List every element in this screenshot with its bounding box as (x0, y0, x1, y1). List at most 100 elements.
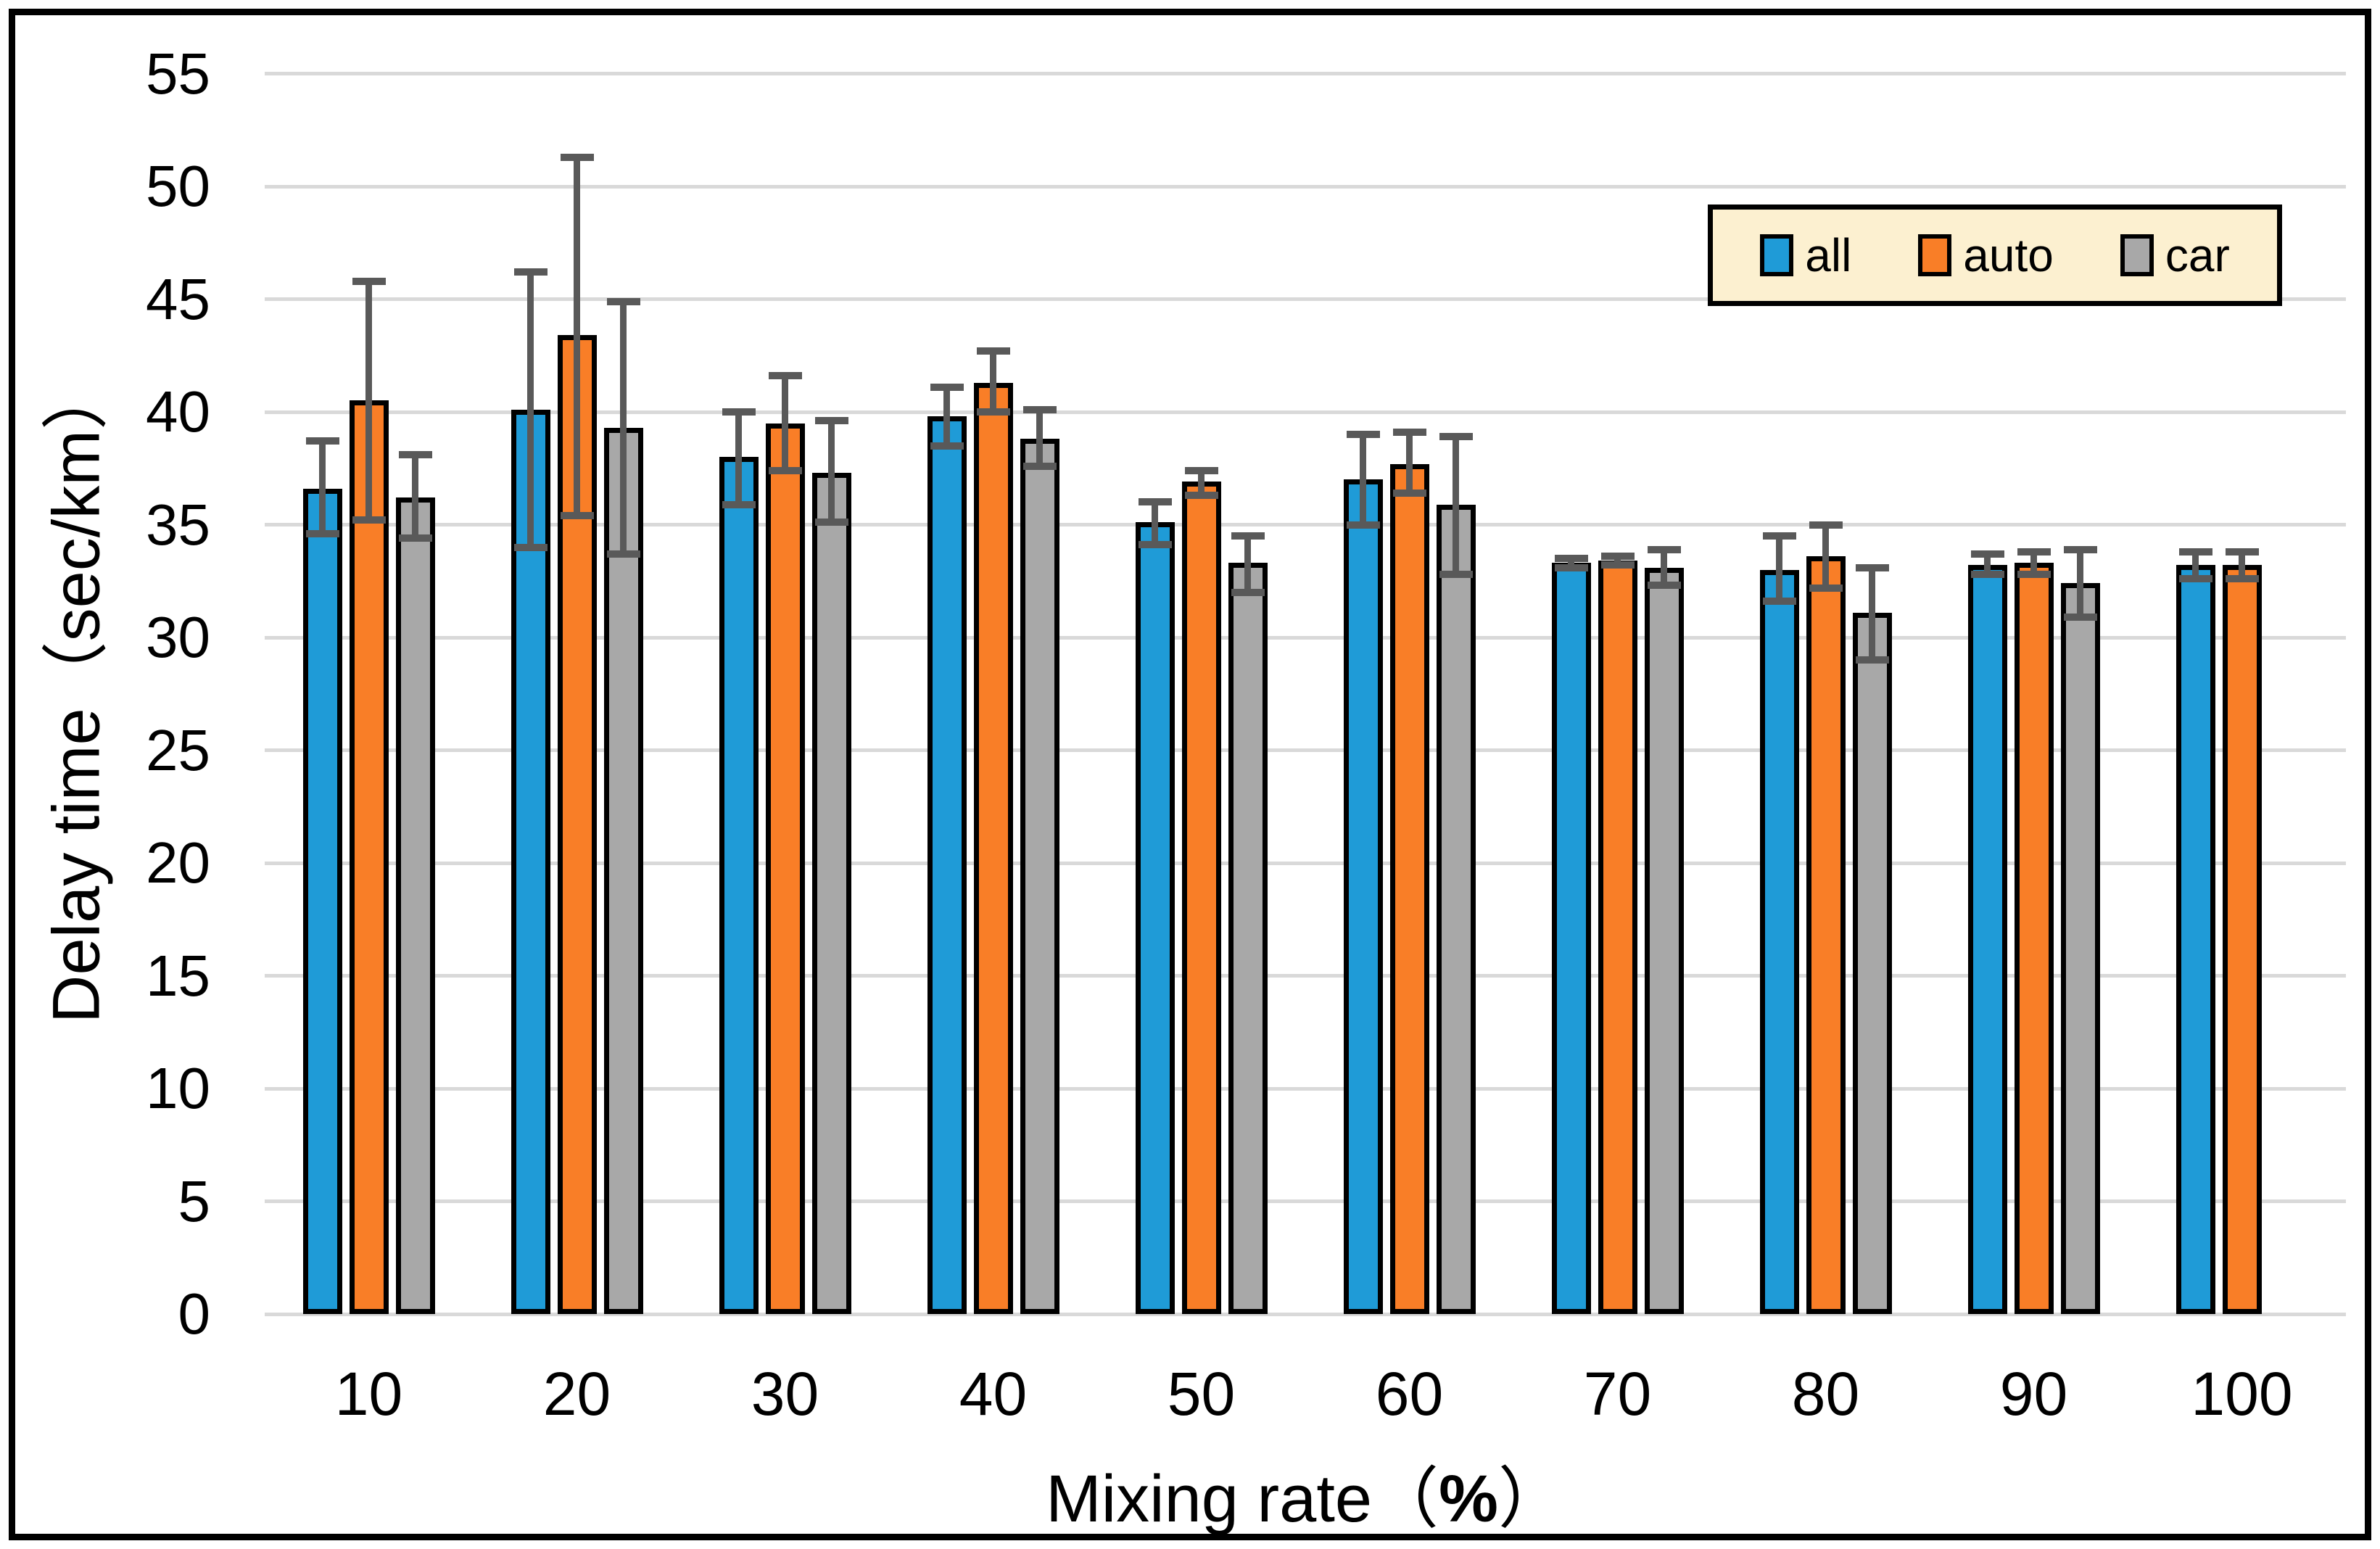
gridline-y-35 (265, 523, 2346, 526)
error-cap-bottom-all-100 (2178, 575, 2212, 583)
legend-label-all: all (1805, 229, 1852, 281)
error-bar-car-50 (1244, 536, 1251, 592)
error-cap-bottom-auto-60 (1392, 489, 1426, 497)
legend-swatch-car (2120, 234, 2154, 276)
error-cap-top-auto-100 (2225, 548, 2259, 555)
error-cap-bottom-auto-100 (2225, 575, 2259, 583)
error-cap-top-all-20 (513, 268, 548, 276)
error-cap-bottom-car-60 (1439, 570, 1473, 578)
error-bar-all-100 (2192, 551, 2199, 579)
error-cap-top-all-80 (1762, 532, 1796, 540)
error-bar-car-20 (620, 301, 627, 554)
error-bar-all-40 (943, 387, 950, 446)
bar-auto-50 (1181, 482, 1221, 1314)
y-tick-label-40: 40 (146, 379, 210, 444)
y-tick-label-15: 15 (146, 943, 210, 1008)
error-cap-bottom-auto-80 (1809, 584, 1843, 592)
error-cap-bottom-auto-90 (2017, 570, 2051, 578)
y-axis-title: Delay time（sec/km） (39, 363, 114, 1023)
error-cap-top-auto-20 (560, 153, 594, 161)
error-cap-top-auto-60 (1392, 428, 1426, 436)
y-tick-label-0: 0 (178, 1281, 211, 1346)
error-cap-top-all-50 (1138, 498, 1172, 506)
error-bar-all-50 (1152, 502, 1158, 545)
bar-all-90 (1967, 565, 2007, 1314)
error-cap-top-car-20 (606, 297, 640, 305)
gridline-y-10 (265, 1086, 2346, 1091)
y-tick-label-5: 5 (178, 1168, 211, 1234)
error-cap-bottom-all-80 (1762, 598, 1796, 606)
error-bar-car-60 (1453, 437, 1459, 574)
error-cap-bottom-all-20 (513, 543, 548, 551)
y-tick-label-25: 25 (146, 717, 210, 782)
error-bar-car-90 (2077, 549, 2083, 617)
legend-item-car: car (2120, 232, 2230, 278)
error-cap-bottom-all-30 (722, 500, 756, 508)
bar-all-30 (719, 457, 759, 1314)
error-cap-bottom-car-50 (1231, 588, 1265, 596)
error-cap-bottom-car-70 (1647, 582, 1681, 590)
bar-auto-40 (973, 382, 1013, 1314)
error-cap-bottom-car-20 (606, 550, 640, 558)
error-cap-top-auto-10 (352, 277, 386, 285)
x-tick-label-70: 70 (1583, 1360, 1652, 1428)
x-tick-label-40: 40 (959, 1360, 1028, 1428)
bar-auto-30 (765, 423, 805, 1314)
error-cap-bottom-car-10 (398, 534, 432, 542)
y-tick-label-20: 20 (146, 830, 210, 895)
error-cap-bottom-all-50 (1138, 541, 1172, 549)
error-cap-top-all-40 (930, 383, 964, 391)
x-tick-label-20: 20 (542, 1360, 611, 1428)
error-cap-bottom-auto-30 (768, 466, 802, 474)
error-bar-car-10 (412, 455, 418, 539)
error-bar-all-80 (1776, 536, 1782, 602)
error-cap-top-car-60 (1439, 433, 1473, 441)
legend: all auto car (1708, 205, 2282, 306)
error-bar-car-70 (1661, 549, 1667, 586)
error-cap-bottom-auto-50 (1184, 492, 1218, 500)
legend-label-auto: auto (1963, 229, 2054, 281)
error-cap-bottom-auto-40 (976, 408, 1010, 416)
error-cap-top-auto-70 (1600, 553, 1635, 561)
error-bar-auto-80 (1822, 524, 1829, 588)
gridline-y-45 (265, 297, 2346, 301)
gridline-y-25 (265, 748, 2346, 752)
error-cap-top-auto-80 (1809, 521, 1843, 529)
error-bar-all-10 (319, 441, 326, 534)
x-tick-label-90: 90 (1999, 1360, 2068, 1428)
legend-swatch-auto (1918, 234, 1952, 276)
error-cap-top-auto-50 (1184, 466, 1218, 474)
bar-car-30 (811, 472, 851, 1314)
x-axis-title-open-paren: （ (1372, 1462, 1439, 1536)
x-tick-label-80: 80 (1791, 1360, 1860, 1428)
error-cap-top-car-90 (2063, 545, 2097, 553)
bar-car-10 (395, 497, 435, 1314)
bar-auto-90 (2014, 563, 2054, 1314)
error-cap-top-auto-30 (768, 372, 802, 380)
error-cap-bottom-all-70 (1554, 563, 1588, 571)
bar-auto-100 (2222, 565, 2262, 1314)
error-cap-top-car-80 (1855, 563, 1889, 571)
bar-car-40 (1020, 439, 1059, 1314)
bar-all-10 (302, 488, 342, 1314)
y-tick-label-10: 10 (146, 1056, 210, 1120)
gridline-y-0 (265, 1312, 2346, 1316)
gridline-y-40 (265, 410, 2346, 414)
error-bar-all-90 (1984, 553, 1991, 574)
error-bar-auto-90 (2030, 551, 2037, 574)
error-bar-all-70 (1568, 558, 1574, 568)
x-axis-title-text: Mixing rate (1046, 1462, 1373, 1536)
error-bar-auto-60 (1406, 431, 1413, 493)
error-cap-top-car-70 (1647, 545, 1681, 553)
error-cap-bottom-all-60 (1346, 521, 1380, 529)
x-axis-title-close-paren: ） (1497, 1462, 1565, 1536)
bar-all-50 (1135, 522, 1175, 1314)
gridline-y-55 (265, 72, 2346, 75)
gridline-y-15 (265, 974, 2346, 978)
error-cap-top-car-40 (1022, 405, 1057, 413)
bar-all-60 (1343, 479, 1383, 1314)
y-tick-label-55: 55 (146, 41, 210, 106)
bar-car-90 (2060, 583, 2100, 1314)
gridline-y-50 (265, 184, 2346, 189)
error-cap-top-all-10 (305, 437, 339, 445)
